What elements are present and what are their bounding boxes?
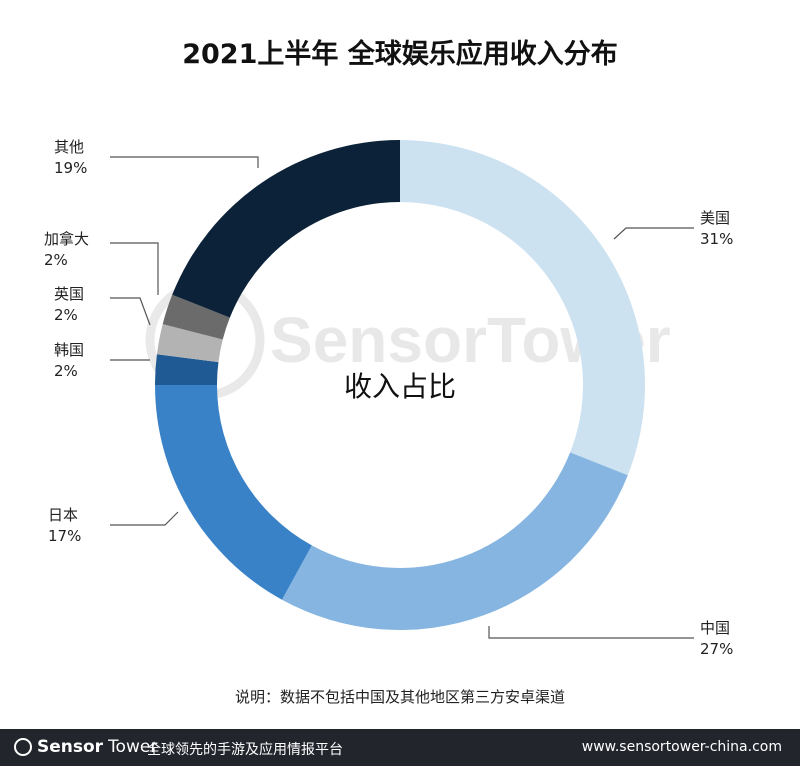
- leader-line-1: [488, 626, 694, 639]
- leader-line-6: [110, 156, 259, 168]
- slice-label: 中国 27%: [700, 618, 733, 660]
- footer-bar: Sensor Tower 全球领先的手游及应用情报平台 www.sensortow…: [0, 729, 800, 766]
- slice-label-name: 韩国: [54, 341, 85, 359]
- slice-label-value: 2%: [54, 306, 78, 324]
- brand-light: Tower: [108, 737, 158, 757]
- slice-6: [172, 139, 400, 318]
- slice-label: 韩国 2%: [54, 340, 84, 382]
- slice-label: 加拿大 2%: [44, 229, 89, 271]
- slice-label: 英国 2%: [54, 284, 84, 326]
- brand-logo[interactable]: Sensor Tower: [14, 737, 157, 757]
- slice-1: [281, 452, 628, 630]
- slice-label-name: 美国: [700, 209, 731, 227]
- slice-label-value: 27%: [700, 640, 734, 658]
- slice-4: [156, 324, 223, 363]
- slice-0: [400, 140, 645, 476]
- sensortower-logo-icon: [14, 738, 32, 756]
- slice-5: [162, 294, 230, 340]
- slice-label-value: 17%: [48, 527, 82, 545]
- leader-line-5: [110, 242, 159, 295]
- slogan: 全球领先的手游及应用情报平台: [147, 742, 343, 758]
- leader-line-2: [110, 511, 179, 526]
- slice-label-value: 2%: [44, 251, 68, 269]
- slice-label: 美国 31%: [700, 208, 733, 250]
- slice-label: 其他 19%: [54, 137, 87, 179]
- center-label: 收入占比: [344, 370, 456, 403]
- chart-title: 2021上半年 全球娱乐应用收入分布: [182, 39, 618, 70]
- donut-chart: SensorTower 收入占比: [110, 139, 694, 639]
- slice-2: [155, 385, 312, 600]
- leader-line-0: [613, 227, 694, 240]
- website-link[interactable]: www.sensortower-china.com: [581, 739, 782, 755]
- leader-line-4: [110, 297, 151, 326]
- slice-label: 日本 17%: [48, 505, 81, 547]
- slice-label-name: 英国: [54, 285, 85, 303]
- slice-label-value: 2%: [54, 362, 78, 380]
- slice-label-name: 中国: [700, 619, 731, 637]
- footnote: 说明：数据不包括中国及其他地区第三方安卓渠道: [234, 688, 565, 706]
- slice-label-name: 其他: [54, 138, 85, 156]
- brand-bold: Sensor: [37, 737, 104, 757]
- slice-label-name: 日本: [48, 506, 79, 524]
- slice-label-name: 加拿大: [44, 230, 90, 248]
- slice-label-value: 19%: [54, 159, 88, 177]
- slice-3: [155, 354, 219, 385]
- slice-label-value: 31%: [700, 230, 734, 248]
